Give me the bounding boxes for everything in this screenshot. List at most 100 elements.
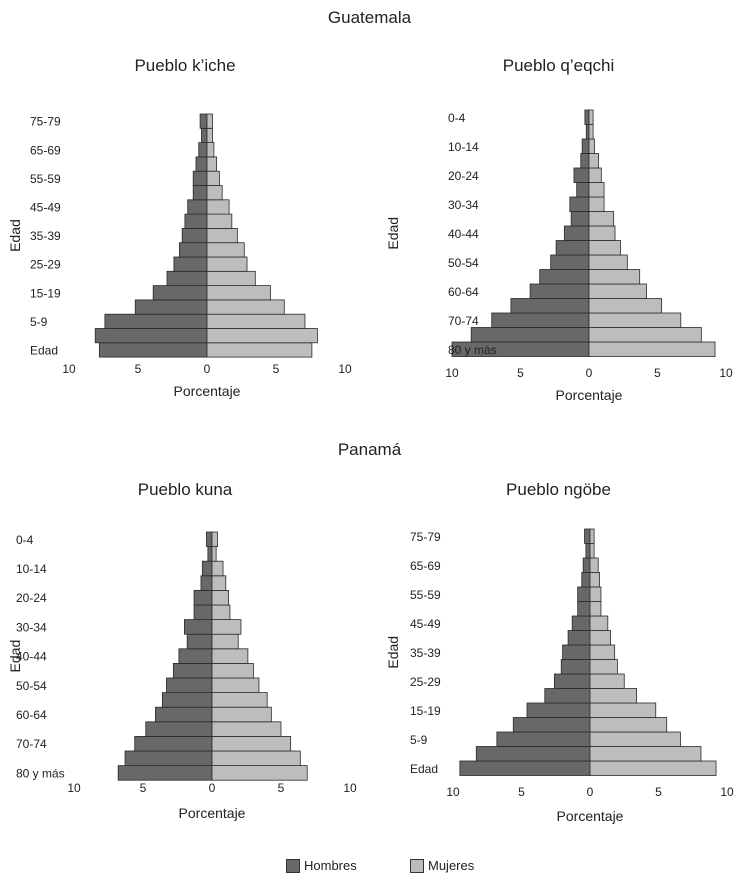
bar-hombres-15-19 [135, 300, 207, 314]
pyramid-plot: Edad 5-9 15-19 25-29 35-39 45-49 55-59 65-69 75-… [378, 478, 739, 840]
bar-mujeres-75-79 [590, 544, 594, 559]
bar-mujeres-80-y-más [589, 110, 593, 125]
heading-guatemala: Guatemala [0, 8, 739, 28]
bar-mujeres-35-39 [212, 663, 253, 678]
x-tick-label: 10 [719, 366, 733, 380]
x-tick-label: 0 [204, 362, 211, 376]
bar-hombres-40-44 [564, 226, 589, 241]
x-axis-title: Porcentaje [556, 387, 623, 403]
bar-hombres-75-79 [586, 125, 589, 140]
bar-hombres-0-4 [99, 343, 207, 357]
x-tick-label: 0 [209, 781, 216, 795]
age-tick-label: 60-64 [448, 285, 479, 299]
bar-mujeres-25-29 [207, 271, 255, 285]
bar-hombres-25-29 [545, 689, 590, 704]
x-tick-label: 5 [273, 362, 280, 376]
bar-hombres-50-54 [570, 197, 589, 212]
age-tick-label: 70-74 [16, 737, 47, 751]
bar-mujeres-40-44 [212, 649, 248, 664]
x-tick-label: 5 [140, 781, 147, 795]
legend-swatch-mujeres [410, 859, 424, 873]
bar-hombres-80-y-más [200, 114, 207, 128]
bar-mujeres-40-44 [207, 228, 237, 242]
bar-hombres-35-39 [173, 663, 212, 678]
bar-mujeres-80-y-más [590, 529, 594, 544]
age-tick-label: 75-79 [410, 530, 441, 544]
bar-mujeres-10-14 [207, 314, 305, 328]
bar-hombres-50-54 [572, 616, 590, 631]
bar-hombres-60-64 [194, 590, 212, 605]
age-tick-label: 45-49 [30, 200, 61, 214]
age-tick-label: 80 y más [16, 766, 65, 780]
bar-mujeres-60-64 [589, 168, 601, 183]
bar-hombres-75-79 [208, 547, 212, 562]
bar-hombres-25-29 [167, 271, 207, 285]
age-tick-label: 50-54 [448, 256, 479, 270]
bar-hombres-30-34 [166, 678, 212, 693]
bar-mujeres-0-4 [589, 342, 715, 357]
bar-hombres-25-29 [540, 270, 589, 285]
bar-mujeres-5-9 [590, 747, 701, 762]
bar-hombres-60-64 [578, 587, 590, 602]
age-tick-label: 75-79 [30, 115, 61, 129]
bar-mujeres-70-74 [589, 139, 594, 154]
bar-mujeres-75-79 [212, 547, 216, 562]
bar-mujeres-70-74 [212, 561, 223, 576]
bar-hombres-30-34 [554, 674, 590, 689]
age-tick-label: 30-34 [448, 198, 479, 212]
x-tick-label: 5 [518, 785, 525, 799]
bar-mujeres-20-24 [207, 286, 270, 300]
bar-mujeres-20-24 [212, 707, 271, 722]
bar-hombres-45-49 [571, 212, 589, 227]
bar-mujeres-10-14 [590, 732, 680, 747]
bar-hombres-30-34 [174, 257, 207, 271]
age-tick-label: 55-59 [30, 172, 61, 186]
bar-mujeres-0-4 [212, 766, 307, 781]
bar-hombres-5-9 [125, 751, 212, 766]
bar-mujeres-80-y-más [207, 114, 213, 128]
age-tick-label: Edad [410, 762, 438, 776]
x-axis-title: Porcentaje [557, 808, 624, 824]
bar-hombres-65-69 [581, 154, 589, 169]
bar-hombres-55-59 [577, 183, 589, 198]
age-tick-label: 0-4 [16, 533, 34, 547]
bar-hombres-45-49 [187, 634, 212, 649]
bar-mujeres-45-49 [589, 212, 614, 227]
age-tick-label: 10-14 [16, 562, 47, 576]
bar-hombres-35-39 [179, 243, 207, 257]
bar-hombres-15-19 [513, 718, 590, 733]
bar-hombres-5-9 [95, 329, 207, 343]
bar-mujeres-55-59 [589, 183, 604, 198]
bar-hombres-60-64 [193, 171, 207, 185]
pyramid-plot: Edad 5-9 15-19 25-29 35-39 45-49 55-59 65-69 75-… [0, 52, 370, 422]
pyramid-chart-kuna: Pueblo kuna 80 y más 70-74 60-64 50-54 40-44… [0, 478, 370, 840]
bar-mujeres-35-39 [590, 660, 617, 675]
legend-swatch-hombres [286, 859, 300, 873]
bar-hombres-20-24 [155, 707, 212, 722]
bar-hombres-65-69 [582, 573, 590, 588]
y-axis-title: Edad [385, 636, 401, 669]
x-tick-label: 5 [278, 781, 285, 795]
heading-panama: Panamá [0, 440, 739, 460]
bar-hombres-0-4 [118, 766, 212, 781]
legend-label-mujeres: Mujeres [428, 858, 474, 873]
age-tick-label: 35-39 [410, 646, 441, 660]
age-tick-label: 5-9 [30, 315, 48, 329]
bar-hombres-65-69 [196, 157, 207, 171]
bar-mujeres-65-69 [589, 154, 599, 169]
bar-hombres-40-44 [179, 649, 212, 664]
bar-hombres-10-14 [105, 314, 207, 328]
x-tick-label: 0 [586, 366, 593, 380]
age-tick-label: 35-39 [30, 229, 61, 243]
bar-mujeres-55-59 [212, 605, 230, 620]
age-tick-label: 50-54 [16, 679, 47, 693]
bar-mujeres-45-49 [212, 634, 238, 649]
x-tick-label: 10 [67, 781, 81, 795]
bar-hombres-75-79 [586, 544, 590, 559]
bar-mujeres-25-29 [212, 693, 267, 708]
bar-mujeres-50-54 [590, 616, 608, 631]
bar-hombres-15-19 [146, 722, 212, 737]
bar-mujeres-60-64 [590, 587, 601, 602]
bar-hombres-5-9 [476, 747, 590, 762]
age-tick-label: 30-34 [16, 620, 47, 634]
